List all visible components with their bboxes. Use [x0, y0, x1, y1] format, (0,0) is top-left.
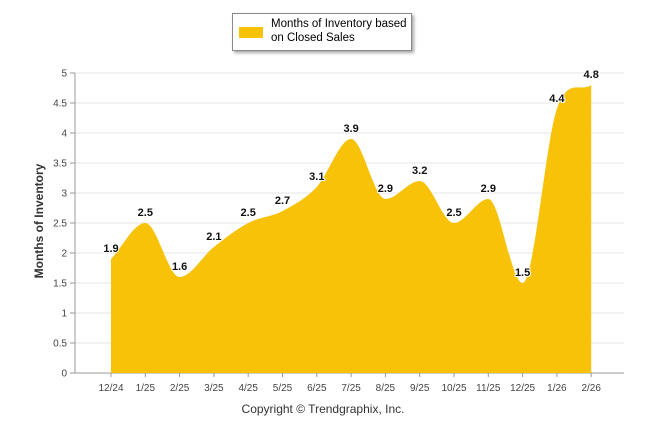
data-series: [111, 85, 592, 373]
x-tick-label: 12/25: [510, 383, 535, 394]
data-point: [315, 185, 319, 189]
data-label: 2.1: [206, 231, 221, 243]
data-label: 4.8: [584, 69, 599, 81]
data-point: [418, 179, 422, 183]
data-label: 1.6: [172, 261, 187, 273]
data-label: 2.5: [241, 207, 256, 219]
data-point: [109, 257, 113, 261]
x-tick-label: 1/26: [547, 383, 567, 394]
data-label: 4.4: [549, 93, 565, 105]
data-point: [555, 107, 559, 111]
copyright-text: Copyright © Trendgraphix, Inc.: [241, 402, 405, 416]
data-label: 2.5: [138, 207, 153, 219]
y-tick-label: 3.5: [53, 159, 67, 170]
data-point: [452, 221, 456, 225]
tick-labels: 0 0.5 1 1.5 2 2.5 3 3.5 4 4.5 5 12/24 1/25 2/25 3/25 4/…: [53, 69, 601, 395]
x-tick-label: 11/25: [476, 383, 501, 394]
y-tick-label: 0: [61, 369, 67, 380]
x-tick-label: 2/25: [170, 383, 190, 394]
legend: Months of Inventory based on Closed Sale…: [232, 13, 412, 51]
data-point: [521, 281, 525, 285]
data-point: [281, 209, 285, 213]
legend-swatch: [239, 27, 263, 38]
legend-label: Months of Inventory based on Closed Sale…: [271, 18, 407, 44]
x-tick-label: 4/25: [238, 383, 258, 394]
y-tick-label: 1.5: [53, 279, 67, 290]
data-label: 2.9: [481, 183, 496, 195]
x-tick-label: 9/25: [410, 383, 430, 394]
data-point: [246, 221, 250, 225]
data-label: 2.5: [446, 207, 461, 219]
y-tick-label: 4: [61, 129, 67, 140]
y-tick-label: 3: [61, 189, 67, 200]
x-tick-label: 2/26: [581, 383, 601, 394]
y-tick-label: 5: [61, 69, 67, 80]
data-label: 3.2: [412, 165, 427, 177]
x-tick-label: 8/25: [376, 383, 396, 394]
data-point: [383, 197, 387, 201]
data-point: [143, 221, 147, 225]
x-tick-label: 6/25: [307, 383, 327, 394]
data-labels: 1.9 2.5 1.6 2.1 2.5 2.7 3.1 3.9 2.9 3.2 2.5 2.9 1.5 4…: [102, 68, 599, 285]
data-point: [178, 275, 182, 279]
y-tick-label: 1: [61, 309, 67, 320]
series-area: [111, 85, 592, 373]
y-tick-label: 4.5: [53, 99, 67, 110]
data-point: [349, 137, 353, 141]
data-point: [589, 83, 593, 87]
y-tick-label: 2.5: [53, 219, 67, 230]
x-tick-label: 10/25: [441, 383, 466, 394]
x-tick-label: 5/25: [273, 383, 293, 394]
data-label: 3.1: [309, 171, 324, 183]
data-label: 1.5: [515, 267, 530, 279]
data-point: [212, 245, 216, 249]
y-tick-label: 0.5: [53, 339, 67, 350]
data-label: 3.9: [343, 123, 358, 135]
data-point: [486, 197, 490, 201]
data-label: 2.9: [378, 183, 393, 195]
data-label: 2.7: [275, 195, 290, 207]
x-tick-label: 3/25: [204, 383, 224, 394]
data-label: 1.9: [103, 243, 118, 255]
x-tick-label: 1/25: [136, 383, 156, 394]
y-axis-title: Months of Inventory: [32, 163, 46, 279]
x-tick-label: 12/24: [98, 383, 123, 394]
x-tick-label: 7/25: [341, 383, 361, 394]
y-tick-label: 2: [61, 249, 67, 260]
